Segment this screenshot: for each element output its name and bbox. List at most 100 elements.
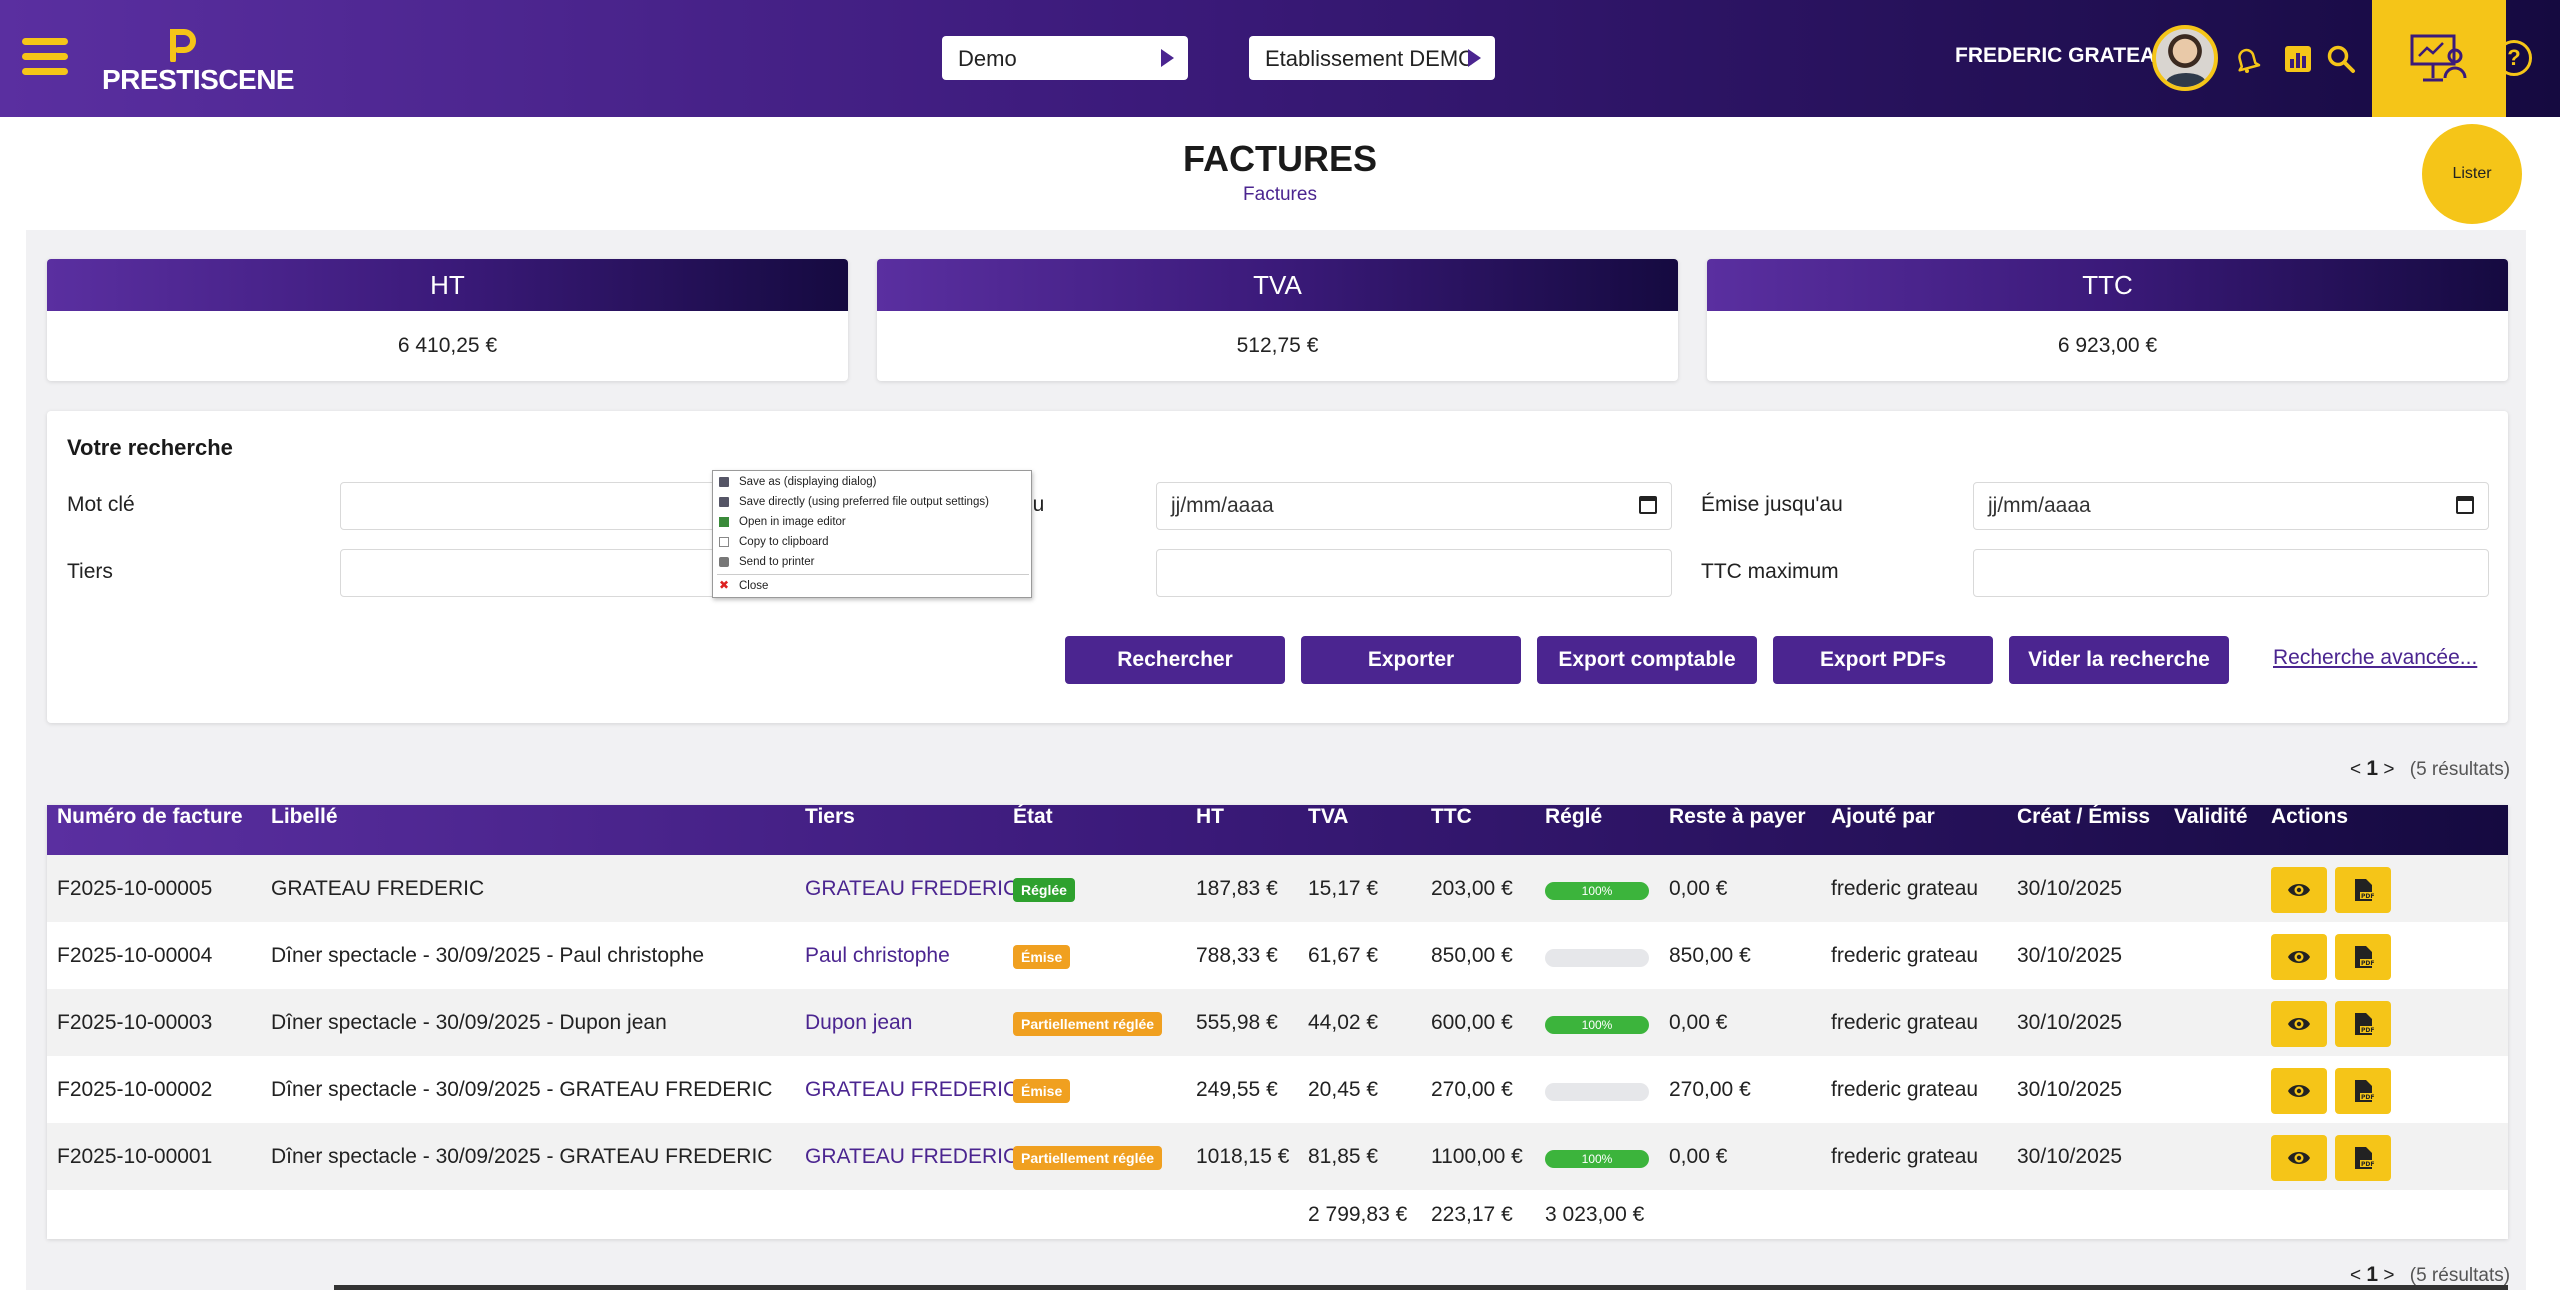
ttc-minimum-input[interactable]	[1156, 549, 1672, 597]
lister-button[interactable]: Lister	[2422, 124, 2522, 224]
cell-tiers-link[interactable]: GRATEAU FREDERIC	[805, 1145, 1019, 1168]
view-button[interactable]	[2271, 1001, 2327, 1047]
column-header[interactable]: Validité	[2174, 805, 2248, 828]
search-panel: Votre recherche Mot clé Tiers du jj/mm/a…	[47, 411, 2508, 723]
cell-tiers-link[interactable]: GRATEAU FREDERIC	[805, 877, 1019, 900]
column-header[interactable]: Créat / Émiss	[2017, 805, 2151, 828]
pagination-page[interactable]: 1	[2366, 757, 2379, 780]
ttc-maximum-input[interactable]	[1973, 549, 2489, 597]
table-row[interactable]: F2025-10-00004 Dîner spectacle - 30/09/2…	[47, 922, 2508, 989]
menu-item-open-editor[interactable]: Open in image editor	[713, 513, 1031, 531]
cell-ajoute-par: frederic grateau	[1831, 1011, 1979, 1034]
pdf-icon: PDF	[2355, 879, 2374, 901]
menu-separator	[717, 574, 1029, 575]
scrollbar-track[interactable]	[334, 1285, 2508, 1290]
regle-progress-bar: 100%	[1545, 1016, 1649, 1034]
view-button[interactable]	[2271, 1068, 2327, 1114]
table-row[interactable]: F2025-10-00003 Dîner spectacle - 30/09/2…	[47, 989, 2508, 1056]
bell-icon[interactable]	[2232, 44, 2262, 74]
cell-tiers-link[interactable]: Paul christophe	[805, 944, 950, 967]
pagination-prev[interactable]: <	[2350, 1265, 2362, 1286]
menu-item-label: Open in image editor	[739, 516, 846, 528]
column-header[interactable]: Libellé	[271, 805, 338, 828]
column-header[interactable]: TTC	[1431, 805, 1472, 828]
summary-card-ht: HT 6 410,25 €	[47, 259, 848, 381]
avatar[interactable]	[2152, 25, 2218, 91]
column-header[interactable]: HT	[1196, 805, 1224, 828]
keyword-label: Mot clé	[67, 493, 135, 516]
breadcrumb[interactable]: Factures	[1243, 184, 1317, 205]
cell-tiers-link[interactable]: GRATEAU FREDERIC	[805, 1078, 1019, 1101]
pdf-button[interactable]: PDF	[2335, 1068, 2391, 1114]
column-header[interactable]: Ajouté par	[1831, 805, 1935, 828]
cell-ht: 187,83 €	[1196, 877, 1278, 900]
pagination-next[interactable]: >	[2383, 1265, 2395, 1286]
pagination-prev[interactable]: <	[2350, 759, 2362, 780]
cell-libelle: Dîner spectacle - 30/09/2025 - GRATEAU F…	[271, 1078, 773, 1101]
table-row[interactable]: F2025-10-00005 GRATEAU FREDERIC GRATEAU …	[47, 855, 2508, 922]
column-header[interactable]: État	[1013, 805, 1053, 828]
emise-du-date-input[interactable]: jj/mm/aaaa	[1156, 482, 1672, 530]
regle-progress-bar	[1545, 949, 1649, 967]
rechercher-button[interactable]: Rechercher	[1065, 636, 1285, 684]
progress-fill: 100%	[1545, 1016, 1649, 1034]
svg-text:PDF: PDF	[2361, 1161, 2374, 1168]
table-header: Numéro de facture Libellé Tiers État HT …	[47, 805, 2508, 855]
date-placeholder: jj/mm/aaaa	[1988, 494, 2091, 517]
cell-reste: 0,00 €	[1669, 1011, 1728, 1034]
column-header[interactable]: TVA	[1308, 805, 1349, 828]
cell-ajoute-par: frederic grateau	[1831, 1145, 1979, 1168]
brand-logo[interactable]: PRESTISCENE	[102, 28, 295, 95]
cell-ajoute-par: frederic grateau	[1831, 877, 1979, 900]
cell-numero: F2025-10-00004	[57, 944, 213, 967]
vider-recherche-button[interactable]: Vider la recherche	[2009, 636, 2229, 684]
pdf-button[interactable]: PDF	[2335, 1135, 2391, 1181]
cell-tva: 81,85 €	[1308, 1145, 1379, 1168]
menu-item-save-directly[interactable]: Save directly (using preferred file outp…	[713, 493, 1031, 511]
view-button[interactable]	[2271, 934, 2327, 980]
etablissement-selector[interactable]: Etablissement DEMO	[1249, 36, 1495, 80]
cell-libelle: Dîner spectacle - 30/09/2025 - Paul chri…	[271, 944, 705, 967]
menu-item-save-as[interactable]: Save as (displaying dialog)	[713, 473, 1031, 491]
pdf-button[interactable]: PDF	[2335, 867, 2391, 913]
regle-progress-bar	[1545, 1083, 1649, 1101]
table-row[interactable]: F2025-10-00001 Dîner spectacle - 30/09/2…	[47, 1123, 2508, 1190]
presentation-icon	[2410, 34, 2467, 82]
help-icon[interactable]: ?	[2496, 40, 2532, 76]
column-header[interactable]: Tiers	[805, 805, 855, 828]
view-button[interactable]	[2271, 867, 2327, 913]
eye-icon	[2288, 1018, 2310, 1030]
menu-item-send-printer[interactable]: Send to printer	[713, 553, 1031, 571]
pdf-button[interactable]: PDF	[2335, 1001, 2391, 1047]
pagination-next[interactable]: >	[2383, 759, 2395, 780]
advanced-search-link[interactable]: Recherche avancée...	[2273, 646, 2478, 669]
menu-item-close[interactable]: ✖ Close	[713, 577, 1031, 595]
emise-jusquau-date-input[interactable]: jj/mm/aaaa	[1973, 482, 2489, 530]
export-comptable-button[interactable]: Export comptable	[1537, 636, 1757, 684]
menu-item-copy-clipboard[interactable]: Copy to clipboard	[713, 533, 1031, 551]
image-editor-icon	[719, 517, 729, 527]
view-button[interactable]	[2271, 1135, 2327, 1181]
progress-fill: 100%	[1545, 882, 1649, 900]
emise-jusquau-label: Émise jusqu'au	[1701, 493, 1843, 516]
calendar-icon[interactable]	[2456, 496, 2474, 514]
bar-chart-icon[interactable]	[2283, 44, 2313, 74]
table-row[interactable]: F2025-10-00002 Dîner spectacle - 30/09/2…	[47, 1056, 2508, 1123]
export-pdfs-button[interactable]: Export PDFs	[1773, 636, 1993, 684]
summary-card-ttc: TTC 6 923,00 €	[1707, 259, 2508, 381]
hamburger-icon[interactable]	[22, 38, 68, 78]
calendar-icon[interactable]	[1639, 496, 1657, 514]
menu-item-label: Save directly (using preferred file outp…	[739, 496, 989, 508]
pdf-button[interactable]: PDF	[2335, 934, 2391, 980]
column-header[interactable]: Reste à payer	[1669, 805, 1806, 828]
logo-mark-icon	[170, 29, 196, 62]
search-icon[interactable]	[2326, 44, 2356, 74]
exporter-button[interactable]: Exporter	[1301, 636, 1521, 684]
column-header[interactable]: Réglé	[1545, 805, 1603, 828]
column-header[interactable]: Numéro de facture	[57, 805, 243, 828]
cell-tiers-link[interactable]: Dupon jean	[805, 1011, 913, 1034]
demo-selector[interactable]: Demo	[942, 36, 1188, 80]
date-placeholder: jj/mm/aaaa	[1171, 494, 1274, 517]
pagination-page[interactable]: 1	[2366, 1263, 2379, 1286]
presentation-button[interactable]	[2372, 0, 2506, 117]
